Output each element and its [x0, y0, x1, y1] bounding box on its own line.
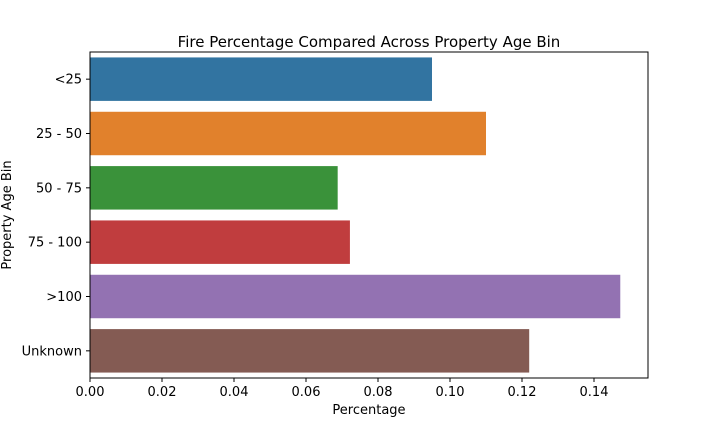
x-tick-label: 0.06 — [292, 385, 321, 400]
x-tick-label: 0.12 — [508, 385, 537, 400]
y-tick-label: <25 — [55, 73, 82, 88]
x-axis-label: Percentage — [332, 403, 405, 418]
y-axis-label: Property Age Bin — [0, 160, 15, 269]
x-tick-label: 0.00 — [76, 385, 105, 400]
bar-2 — [90, 166, 338, 210]
x-tick-label: 0.02 — [148, 385, 177, 400]
chart-title: Fire Percentage Compared Across Property… — [178, 33, 561, 51]
bar-5 — [90, 329, 530, 373]
y-tick-label: Unknown — [22, 344, 82, 359]
y-tick-label: 75 - 100 — [28, 236, 82, 251]
x-axis-ticks: 0.00 0.02 0.04 0.06 0.08 0.10 0.12 0.14 — [76, 378, 609, 400]
y-tick-label: >100 — [46, 290, 82, 305]
bar-4 — [90, 274, 621, 319]
bars — [90, 57, 621, 373]
x-tick-label: 0.08 — [364, 385, 393, 400]
bar-1 — [90, 111, 486, 156]
plot-frame — [89, 51, 649, 379]
bar-3 — [90, 220, 350, 264]
x-tick-label: 0.14 — [580, 385, 609, 400]
y-tick-label: 50 - 75 — [36, 181, 82, 196]
y-axis-ticks: <25 25 - 50 50 - 75 75 - 100 >100 Unknown — [22, 73, 90, 359]
x-tick-label: 0.10 — [436, 385, 465, 400]
y-tick-label: 25 - 50 — [36, 127, 82, 142]
x-tick-label: 0.04 — [220, 385, 249, 400]
bar-0 — [90, 57, 432, 101]
